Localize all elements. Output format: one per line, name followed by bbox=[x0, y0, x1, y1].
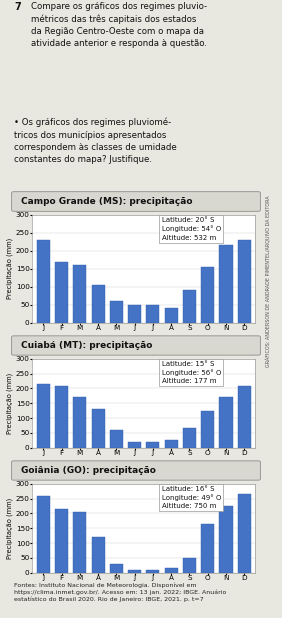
Bar bbox=[37, 496, 50, 573]
Bar bbox=[55, 386, 68, 447]
Bar bbox=[37, 384, 50, 447]
Bar bbox=[165, 440, 178, 447]
Bar bbox=[183, 428, 196, 447]
Bar bbox=[92, 285, 105, 323]
Text: Goiânia (GO): precipitação: Goiânia (GO): precipitação bbox=[21, 466, 156, 475]
Bar bbox=[238, 240, 251, 323]
Bar bbox=[110, 430, 123, 447]
Bar bbox=[92, 409, 105, 447]
Bar bbox=[73, 512, 86, 573]
Text: Latitude: 20° S
Longitude: 54° O
Altitude: 532 m: Latitude: 20° S Longitude: 54° O Altitud… bbox=[162, 217, 221, 240]
Bar bbox=[110, 564, 123, 573]
Bar bbox=[183, 558, 196, 573]
Bar bbox=[219, 245, 233, 323]
Bar bbox=[128, 305, 141, 323]
Text: GRÁFICOS: ANDERSON DE ANDRADE PIMENTEL/ARQUIVO DA EDITORA: GRÁFICOS: ANDERSON DE ANDRADE PIMENTEL/A… bbox=[265, 195, 271, 367]
Bar bbox=[183, 290, 196, 323]
Text: 7: 7 bbox=[14, 2, 21, 12]
Y-axis label: Precipitação (mm): Precipitação (mm) bbox=[6, 238, 13, 299]
Text: Cuiabá (MT): precipitação: Cuiabá (MT): precipitação bbox=[21, 341, 153, 350]
Bar bbox=[110, 301, 123, 323]
Bar bbox=[219, 506, 233, 573]
Text: Latitude: 15° S
Longitude: 56° O
Altitude: 177 m: Latitude: 15° S Longitude: 56° O Altitud… bbox=[162, 361, 221, 384]
Y-axis label: Precipitação (mm): Precipitação (mm) bbox=[6, 373, 13, 434]
Bar bbox=[92, 537, 105, 573]
Bar bbox=[219, 397, 233, 447]
Bar bbox=[165, 568, 178, 573]
Bar bbox=[128, 442, 141, 447]
Bar bbox=[146, 570, 159, 573]
Text: Fontes: Instituto Nacional de Meteorologia. Disponível em
https://clima.inmet.go: Fontes: Instituto Nacional de Meteorolog… bbox=[14, 582, 226, 602]
Text: • Os gráficos dos regimes pluviomé-
tricos dos municípios apresentados
correspon: • Os gráficos dos regimes pluviomé- tric… bbox=[14, 118, 177, 164]
Bar bbox=[201, 267, 214, 323]
Bar bbox=[238, 386, 251, 447]
FancyBboxPatch shape bbox=[12, 192, 261, 211]
Bar bbox=[37, 240, 50, 323]
Bar bbox=[55, 261, 68, 323]
Text: Campo Grande (MS): precipitação: Campo Grande (MS): precipitação bbox=[21, 197, 193, 206]
Y-axis label: Precipitação (mm): Precipitação (mm) bbox=[6, 497, 13, 559]
Bar bbox=[128, 570, 141, 573]
Bar bbox=[165, 308, 178, 323]
Bar bbox=[146, 305, 159, 323]
Bar bbox=[73, 397, 86, 447]
Bar bbox=[201, 524, 214, 573]
Bar bbox=[73, 265, 86, 323]
Bar bbox=[146, 442, 159, 447]
Text: Compare os gráficos dos regimes pluvio-
métricos das três capitais dos estados
d: Compare os gráficos dos regimes pluvio- … bbox=[31, 2, 208, 48]
FancyBboxPatch shape bbox=[12, 336, 261, 355]
Bar bbox=[238, 494, 251, 573]
FancyBboxPatch shape bbox=[12, 461, 261, 480]
Bar bbox=[55, 509, 68, 573]
Bar bbox=[201, 410, 214, 447]
Text: Latitude: 16° S
Longitude: 49° O
Altitude: 750 m: Latitude: 16° S Longitude: 49° O Altitud… bbox=[162, 486, 221, 509]
